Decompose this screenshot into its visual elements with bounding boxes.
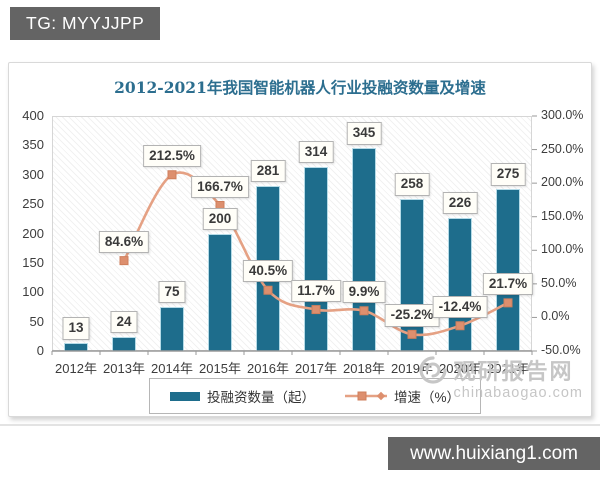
line-series-swatch-icon xyxy=(345,391,387,401)
x-axis-label: 2017年 xyxy=(295,361,337,376)
bar xyxy=(448,218,472,351)
x-axis-label: 2021年 xyxy=(487,361,529,376)
watermark-logo-icon xyxy=(418,356,447,384)
bar-value-label: 275 xyxy=(490,163,526,186)
x-axis-label: 2013年 xyxy=(103,361,145,376)
growth-value-label: 84.6% xyxy=(98,230,150,253)
x-axis-label: 2018年 xyxy=(343,361,385,376)
bar-value-label: 258 xyxy=(394,173,430,196)
bar xyxy=(304,166,328,351)
left-axis-tick-label: 200 xyxy=(22,225,44,241)
x-axis-label: 2020年 xyxy=(439,361,481,376)
right-axis-tick-label: 100.0% xyxy=(541,242,584,257)
x-axis-label: 2015年 xyxy=(199,361,241,376)
watermark-site-name: 观研报告网 xyxy=(453,359,574,384)
growth-value-label: 166.7% xyxy=(191,175,249,198)
bar xyxy=(400,199,424,351)
growth-value-label: 212.5% xyxy=(143,144,201,167)
x-axis-label: 2016年 xyxy=(247,361,289,376)
telegram-watermark-badge: TG: MYYJJPP xyxy=(10,7,161,40)
right-axis-tick-label: 250.0% xyxy=(541,141,584,156)
chart-legend: 投融资数量（起） 增速（%） xyxy=(149,378,482,414)
bar-value-label: 75 xyxy=(158,280,186,304)
website-watermark-badge: www.huixiang1.com xyxy=(388,437,600,470)
legend-label-line: 增速（%） xyxy=(394,390,461,405)
growth-value-label: 11.7% xyxy=(291,279,341,302)
x-axis-label: 2012年 xyxy=(55,361,97,376)
website-watermark-text: www.huixiang1.com xyxy=(410,442,578,464)
growth-value-label: -12.4% xyxy=(432,295,488,318)
bar-value-label: 281 xyxy=(250,159,286,183)
bar-value-label: 314 xyxy=(298,140,334,163)
left-axis-tick-label: 100 xyxy=(22,284,44,300)
bar-value-label: 24 xyxy=(110,310,138,334)
bar xyxy=(352,148,376,351)
watermark-site-domain: chinabaogao.com xyxy=(453,385,583,401)
telegram-watermark-text: TG: MYYJJPP xyxy=(26,13,145,33)
legend-item-bars: 投融资数量（起） xyxy=(170,386,315,406)
bar-value-label: 226 xyxy=(442,192,478,215)
chart-title: 2012-2021年我国智能机器人行业投融资数量及增速 xyxy=(114,78,486,97)
growth-value-label: 9.9% xyxy=(342,280,386,303)
bar xyxy=(64,343,88,351)
site-watermark: 观研报告网 chinabaogao.com xyxy=(417,354,583,401)
chart-card: 2012-2021年我国智能机器人行业投融资数量及增速 投融资数量（起） 增速（… xyxy=(8,62,592,417)
bar-value-label: 200 xyxy=(202,207,238,230)
legend-item-line: 增速（%） xyxy=(345,386,460,406)
bar xyxy=(160,306,184,351)
separator-line xyxy=(0,424,600,426)
bar-series-swatch-icon xyxy=(170,391,200,401)
right-axis-tick-label: 0.0% xyxy=(541,309,570,324)
growth-value-label: -25.2% xyxy=(384,304,440,327)
bar-value-label: 345 xyxy=(346,122,382,145)
bar xyxy=(496,189,520,351)
bar-value-label: 13 xyxy=(62,317,90,340)
bar xyxy=(208,233,232,351)
x-axis-label: 2014年 xyxy=(151,361,193,376)
left-axis-tick-label: 50 xyxy=(29,313,44,329)
bar xyxy=(112,336,136,351)
left-axis-tick-label: 150 xyxy=(22,254,44,270)
right-axis-tick-label: 200.0% xyxy=(541,175,584,190)
right-axis-tick-label: -50.0% xyxy=(541,343,581,357)
legend-label-bars: 投融资数量（起） xyxy=(207,390,315,405)
growth-value-label: 40.5% xyxy=(242,260,294,283)
right-axis-tick-label: 300.0% xyxy=(541,108,584,122)
left-axis-tick-label: 300 xyxy=(22,166,44,182)
left-axis-tick-label: 400 xyxy=(22,108,44,123)
left-axis-tick-label: 250 xyxy=(22,196,44,212)
right-axis-tick-label: 150.0% xyxy=(541,208,584,223)
right-axis-tick-label: 50.0% xyxy=(541,275,577,290)
left-axis-tick-label: 0 xyxy=(36,343,44,358)
growth-value-label: 21.7% xyxy=(482,272,534,296)
left-axis-tick-label: 350 xyxy=(22,137,44,153)
